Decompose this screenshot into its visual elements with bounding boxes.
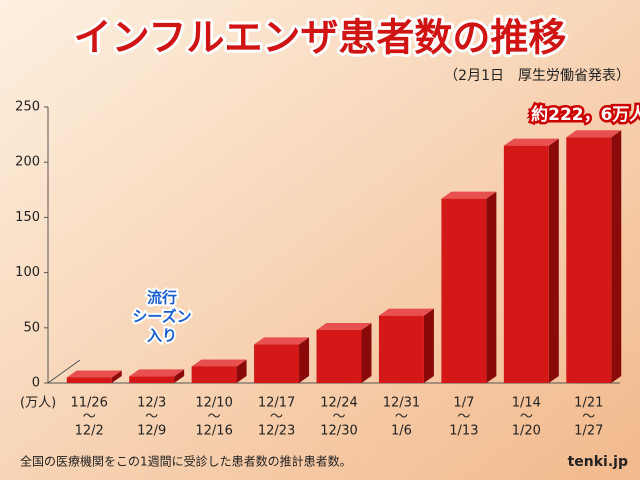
- bar: [191, 366, 237, 383]
- y-tick-label: 100: [15, 265, 40, 280]
- y-tick-label: 0: [32, 376, 40, 391]
- y-tick-label: 50: [23, 320, 40, 335]
- bar: [66, 377, 112, 383]
- x-tick-label: 12/17: [258, 396, 295, 411]
- x-tick-label: ～: [395, 410, 408, 425]
- y-tick-label: 250: [15, 100, 40, 115]
- bar-top: [566, 130, 622, 138]
- x-tick-label: ～: [208, 410, 221, 425]
- x-tick-label: 12/16: [195, 424, 232, 439]
- bar-top: [66, 370, 122, 378]
- x-tick-label: 1/20: [512, 424, 541, 439]
- subtitle: （2月1日 厚生労働省発表）: [444, 68, 630, 84]
- x-tick-label: 12/23: [258, 424, 295, 439]
- bar-top: [254, 337, 310, 345]
- bar: [254, 344, 300, 383]
- bar-side: [486, 191, 497, 383]
- bar-top: [129, 369, 185, 377]
- bar-side: [548, 138, 559, 383]
- x-tick-label: ～: [582, 410, 595, 425]
- bar-top: [316, 323, 372, 331]
- bar-top: [441, 191, 497, 199]
- bar: [316, 330, 362, 383]
- x-tick-label: 12/10: [195, 396, 232, 411]
- y-tick-label: 200: [15, 155, 40, 170]
- x-tick-label: 1/21: [574, 396, 603, 411]
- chart-title: インフルエンザ患者数の推移: [74, 16, 567, 60]
- bar: [441, 198, 487, 383]
- x-tick-label: ～: [520, 410, 533, 425]
- bar-side: [111, 370, 122, 383]
- bar-side: [423, 308, 434, 383]
- x-tick-label: 12/30: [320, 424, 357, 439]
- x-tick-label: 12/9: [137, 424, 166, 439]
- footnote: 全国の医療機関をこの1週間に受診した患者数の推計患者数。: [20, 454, 352, 469]
- bar-side: [299, 337, 310, 383]
- bar-side: [236, 359, 247, 383]
- bar: [129, 376, 175, 383]
- axis-depth: [47, 359, 81, 384]
- bar-top: [378, 308, 434, 316]
- x-tick-label: ～: [332, 410, 345, 425]
- x-tick-label: ～: [270, 410, 283, 425]
- bar: [503, 145, 549, 383]
- annotation: 流行: [147, 289, 177, 307]
- annotation: シーズン: [132, 308, 191, 326]
- x-tick-label: 1/27: [574, 424, 603, 439]
- annotation: 入り: [147, 327, 177, 345]
- bar: [566, 137, 612, 383]
- x-tick-label: 1/14: [512, 396, 541, 411]
- x-tick-label: 12/31: [383, 396, 420, 411]
- source: tenki.jp: [568, 454, 628, 470]
- x-tick-label: 12/2: [75, 424, 104, 439]
- bar-top: [503, 138, 559, 146]
- x-tick-label: ～: [83, 410, 96, 425]
- x-tick-label: 12/3: [137, 396, 166, 411]
- x-tick-label: 1/7: [453, 396, 474, 411]
- bar-side: [611, 130, 622, 383]
- bar-top: [191, 359, 247, 367]
- y-unit: (万人): [20, 396, 56, 411]
- x-tick-label: 1/6: [391, 424, 412, 439]
- x-tick-label: 1/13: [449, 424, 478, 439]
- x-tick-label: 12/24: [320, 396, 357, 411]
- bar: [378, 315, 424, 383]
- value-label: 約222，6万人: [531, 104, 640, 125]
- bar-side: [174, 369, 185, 383]
- bar-side: [361, 323, 372, 383]
- x-tick-label: ～: [145, 410, 158, 425]
- y-tick-label: 150: [15, 210, 40, 225]
- x-tick-label: ～: [457, 410, 470, 425]
- x-tick-label: 11/26: [70, 396, 107, 411]
